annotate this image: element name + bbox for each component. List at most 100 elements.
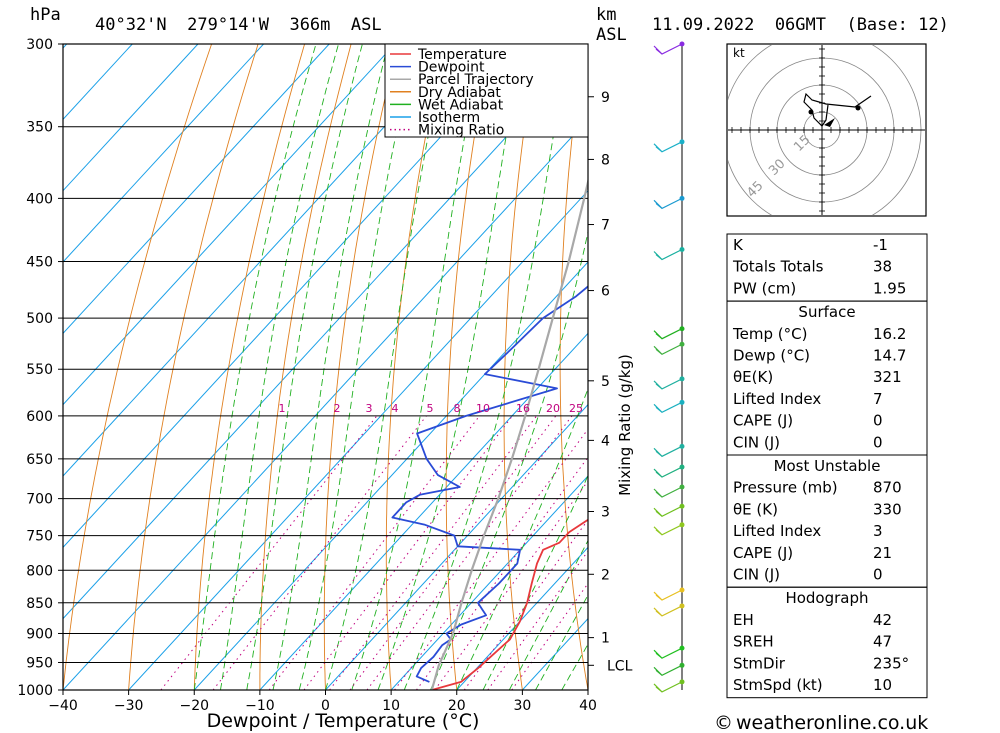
height-tick-label: 7: [601, 218, 610, 234]
hodograph: 15 30 45 kt: [726, 43, 927, 217]
dry-adiabat-line: [128, 44, 259, 690]
isotherm-line: [390, 475, 588, 690]
mixing-ratio-line: [329, 415, 537, 690]
temperature-tick-label: −30: [114, 698, 144, 714]
hodograph-stats-row-value: 10: [873, 676, 892, 694]
most-unstable-row-value: 870: [873, 479, 902, 497]
wet-adiabat-line: [430, 229, 588, 690]
height-tick-label: 8: [601, 152, 610, 168]
plot-frame: [62, 43, 589, 691]
mixing-ratio-line: [268, 415, 480, 690]
height-tick-label: 9: [601, 90, 610, 106]
wind-barb: [653, 647, 683, 659]
storm-motion-marker: [824, 118, 835, 127]
surface-row-label: Dewp (°C): [733, 347, 810, 365]
pressure-tick-label: 750: [26, 529, 53, 545]
dry-adiabat-line: [503, 44, 538, 690]
legend-entry: Temperature: [417, 47, 507, 63]
hodograph-stats-box: [726, 586, 928, 699]
isotherm-line: [63, 118, 588, 690]
wet-adiabat-line: [377, 44, 523, 690]
surface-row-label: CIN (J): [733, 433, 780, 451]
temperature-tick-label: 30: [513, 698, 531, 714]
surface-row-value: 0: [873, 433, 883, 451]
temperature-tick-label: 40: [579, 698, 597, 714]
hodograph-point: [808, 109, 814, 115]
hodograph-trace: [803, 92, 872, 127]
pressure-tick-label: 650: [26, 452, 53, 468]
wind-barb: [653, 328, 683, 340]
most-unstable-row-label: CIN (J): [733, 566, 780, 584]
surface-row-label: Temp (°C): [732, 325, 807, 343]
copyright-symbol: ©: [714, 712, 733, 733]
wind-barb: [653, 43, 683, 55]
surface-title: Surface: [798, 303, 855, 321]
most-unstable-row-label: Pressure (mb): [733, 479, 838, 497]
totals-totals-value: 38: [873, 258, 892, 276]
isotherm-line: [128, 189, 588, 690]
wind-barb: [653, 486, 683, 498]
mixing-ratio-line: [366, 415, 573, 690]
wind-barb: [653, 141, 683, 153]
temperature-tick-label: 0: [321, 698, 330, 714]
isotherm-line: [63, 44, 461, 477]
wet-adiabat-line: [351, 44, 483, 690]
most-unstable-row-value: 330: [873, 500, 902, 518]
most-unstable-row-value: 21: [873, 544, 892, 562]
totals-totals-label: Totals Totals: [732, 258, 824, 276]
wet-adiabat-line: [298, 44, 417, 690]
hodograph-stats-row-value: 47: [873, 633, 892, 651]
asl-unit-label: ASL: [596, 25, 627, 45]
mixing-ratio-label: 25: [569, 402, 583, 415]
wind-barb: [653, 505, 683, 517]
most-unstable-title: Most Unstable: [774, 457, 881, 475]
wind-barb: [653, 605, 683, 617]
parcel-trajectory: [430, 177, 588, 690]
wind-barb: [653, 197, 683, 210]
isotherm-line: [63, 44, 133, 121]
wind-barbs: [653, 41, 685, 693]
mixing-ratio-label: 2: [334, 402, 341, 415]
isotherm-line: [63, 44, 527, 549]
isotherm-line: [259, 332, 588, 690]
legend-entry: Wet Adiabat: [418, 97, 504, 113]
isotherm-line: [63, 47, 588, 620]
indices-table: K -1 Totals Totals 38 PW (cm) 1.95 Surface Temp…: [726, 233, 928, 699]
mixing-ratio-line: [394, 428, 588, 690]
dewpoint-profile: [391, 285, 588, 683]
surface-row-value: 14.7: [873, 347, 906, 365]
height-tick-label: 4: [601, 433, 610, 449]
hodograph-stats-row-label: StmSpd (kt): [733, 676, 823, 694]
temperature-tick-label: −20: [179, 698, 209, 714]
pressure-tick-label: 850: [26, 596, 53, 612]
wind-barb: [653, 664, 683, 677]
hodograph-stats-row-label: StmDir: [733, 654, 786, 672]
wet-adiabat-line: [193, 44, 317, 690]
isotherm-line: [63, 44, 264, 263]
mixing-ratio-label: 20: [546, 402, 560, 415]
site-credit: weatheronline.co.uk: [736, 712, 928, 733]
most-unstable-row-label: θE (K): [733, 500, 778, 518]
pressure-tick-label: 600: [26, 409, 53, 425]
surface-row-label: Lifted Index: [733, 390, 821, 408]
mixing-ratio-line: [463, 518, 588, 690]
temperature-axis: −40 −30 −20 −10 0 10 20 30 40: [48, 690, 597, 714]
mixing-ratio-label: 4: [392, 402, 399, 415]
dry-adiabat-line: [956, 44, 1000, 690]
surface-row-value: 321: [873, 368, 902, 386]
legend-entry: Parcel Trajectory: [418, 72, 534, 88]
pressure-tick-label: 450: [26, 255, 53, 271]
wind-barb: [653, 378, 683, 390]
mixing-ratio-line: [511, 582, 588, 690]
km-unit-label: km: [596, 5, 616, 25]
pressure-tick-label: 500: [26, 311, 53, 327]
pressure-tick-label: 900: [26, 626, 53, 642]
pressure-tick-label: 400: [26, 191, 53, 207]
pressure-tick-label: 950: [26, 655, 53, 671]
pressure-unit-label: hPa: [30, 5, 61, 25]
temperature-profile: [431, 518, 588, 690]
hodograph-stats-title: Hodograph: [785, 589, 868, 607]
hodograph-point: [855, 105, 861, 111]
